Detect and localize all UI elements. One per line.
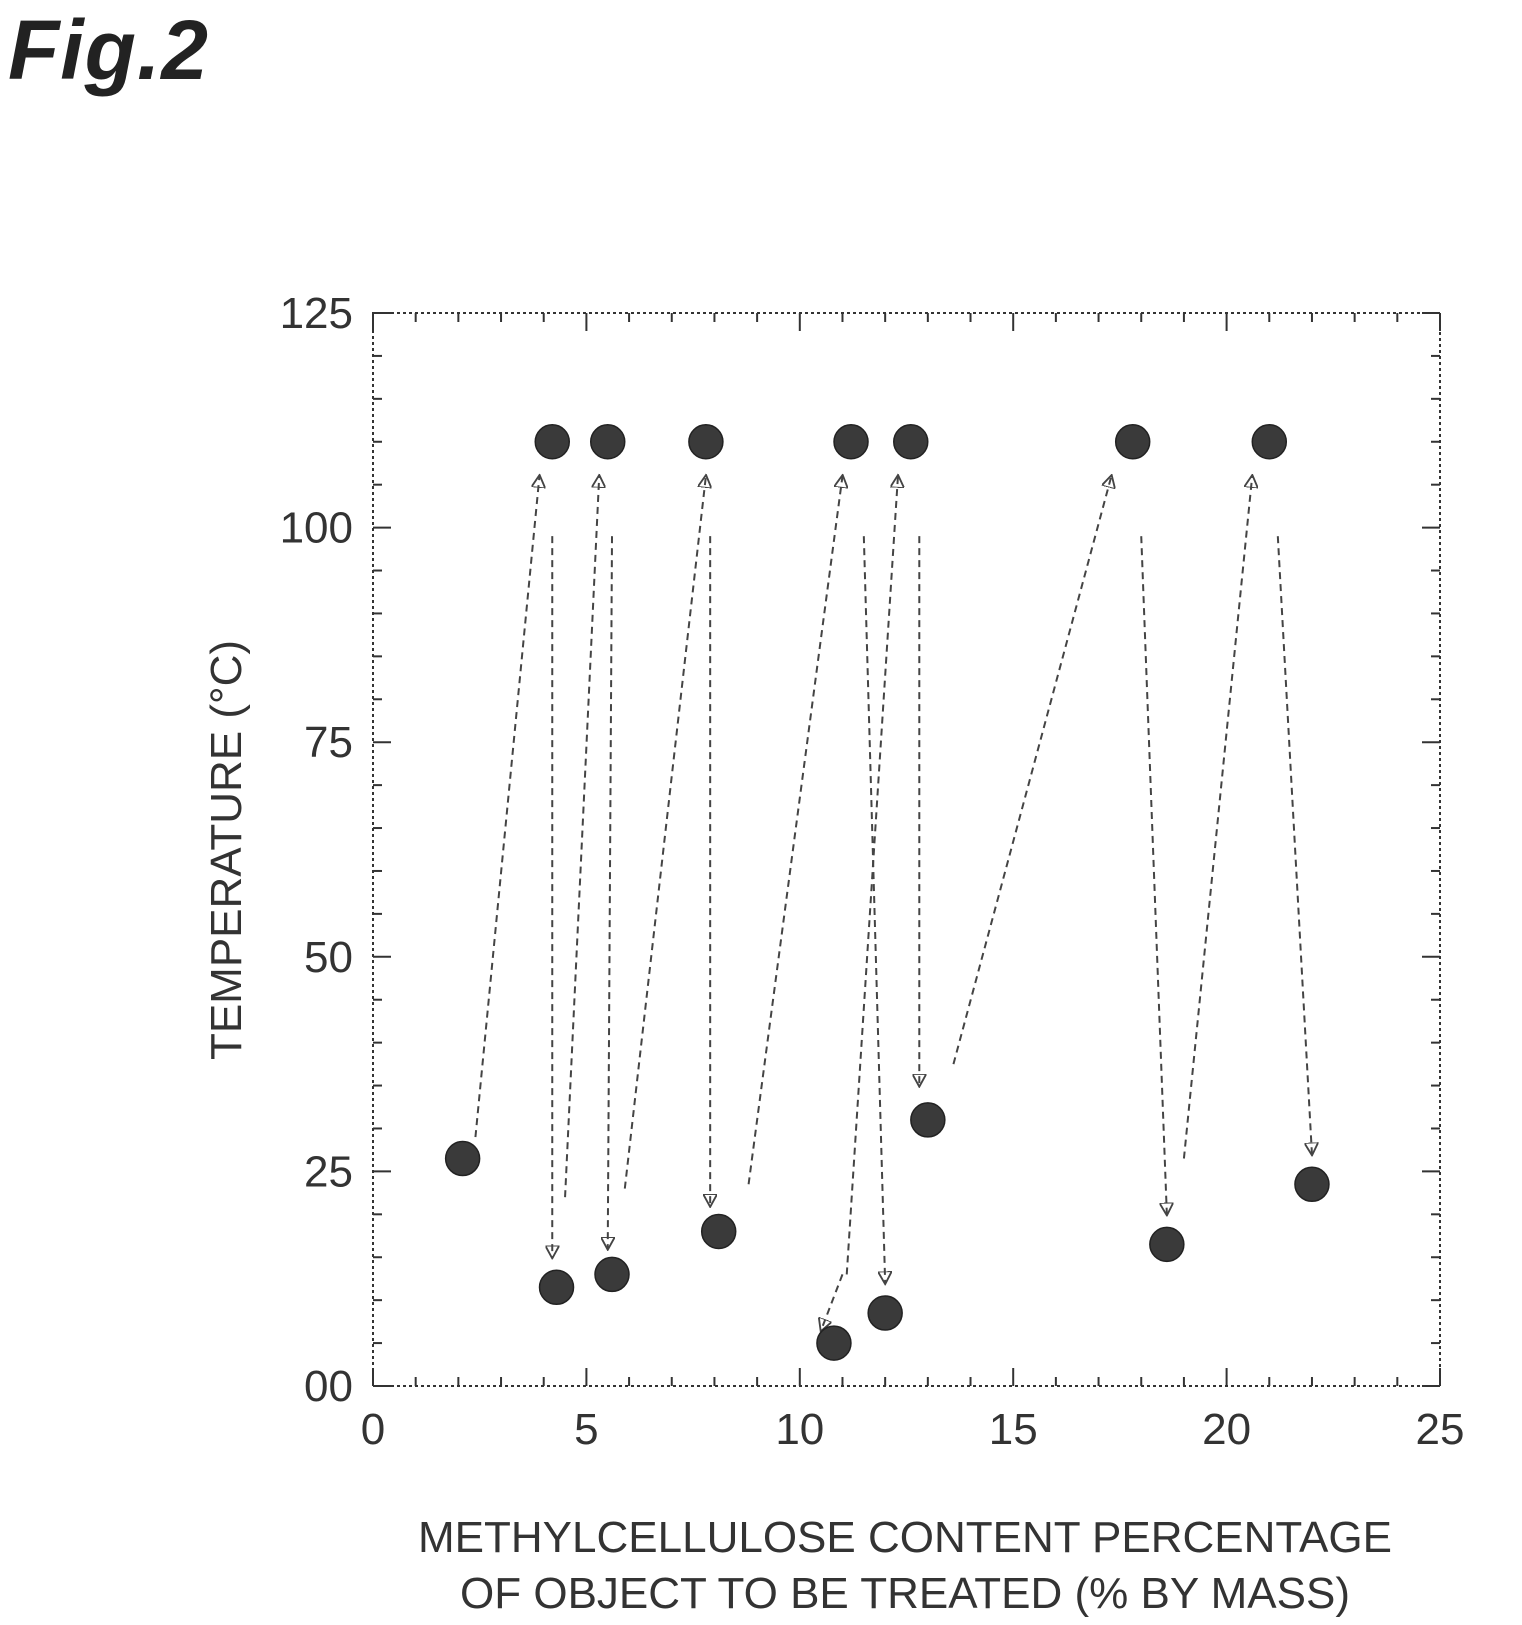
data-point <box>833 424 869 460</box>
x-tick-label: 25 <box>1416 1405 1465 1454</box>
dashed-arrow <box>845 476 898 1275</box>
y-tick-label: 75 <box>304 718 353 767</box>
y-tick-label: 100 <box>280 504 353 553</box>
x-axis-title-line-1: METHYLCELLULOSE CONTENT PERCENTAGE <box>418 1513 1392 1562</box>
data-points <box>444 424 1330 1361</box>
major-ticks <box>372 312 1441 1387</box>
dashed-arrow <box>623 476 706 1189</box>
dashed-arrow <box>862 536 885 1283</box>
x-tick-label: 15 <box>989 1405 1038 1454</box>
data-point <box>534 424 571 460</box>
dashed-arrow <box>608 536 612 1248</box>
data-point <box>1149 1226 1185 1263</box>
x-tick-label: 5 <box>574 1405 598 1454</box>
dashed-arrow <box>1140 536 1167 1214</box>
y-tick-label: 50 <box>304 933 353 982</box>
data-point <box>1251 424 1288 460</box>
data-point <box>594 1256 630 1293</box>
y-tick-label: 00 <box>304 1362 353 1411</box>
data-point <box>867 1295 903 1331</box>
y-tick-label: 125 <box>280 289 353 338</box>
data-point <box>893 424 929 460</box>
data-point <box>1294 1166 1330 1203</box>
x-axis-title-line-2: OF OBJECT TO BE TREATED (% BY MASS) <box>460 1569 1350 1618</box>
dashed-arrow <box>474 476 539 1138</box>
y-tick-labels: 00 25 50 75 100 125 <box>280 289 353 1411</box>
y-axis-title: TEMPERATURE (°C) <box>202 640 251 1060</box>
plot-frame <box>372 312 1441 1387</box>
x-tick-labels: 0 5 10 15 20 25 <box>361 1405 1465 1454</box>
data-point <box>910 1102 946 1138</box>
data-point <box>589 424 626 460</box>
data-point <box>700 1213 737 1250</box>
dashed-arrow <box>747 476 843 1185</box>
data-point <box>688 424 724 460</box>
x-tick-label: 20 <box>1202 1405 1251 1454</box>
minor-ticks <box>373 313 1440 1386</box>
data-point <box>538 1269 575 1306</box>
x-tick-label: 0 <box>361 1405 385 1454</box>
data-point <box>444 1140 481 1177</box>
dashed-arrow <box>564 476 599 1198</box>
figure-label: Fig.2 <box>8 3 210 97</box>
arrows <box>474 476 1312 1330</box>
dashed-arrow <box>1182 476 1252 1159</box>
data-point <box>816 1325 852 1361</box>
dashed-arrow <box>952 476 1111 1065</box>
y-tick-label: 25 <box>304 1147 353 1196</box>
dashed-arrow <box>1276 536 1312 1154</box>
data-point <box>1114 424 1151 460</box>
x-tick-label: 10 <box>775 1405 824 1454</box>
dashed-arrow <box>821 1274 844 1330</box>
